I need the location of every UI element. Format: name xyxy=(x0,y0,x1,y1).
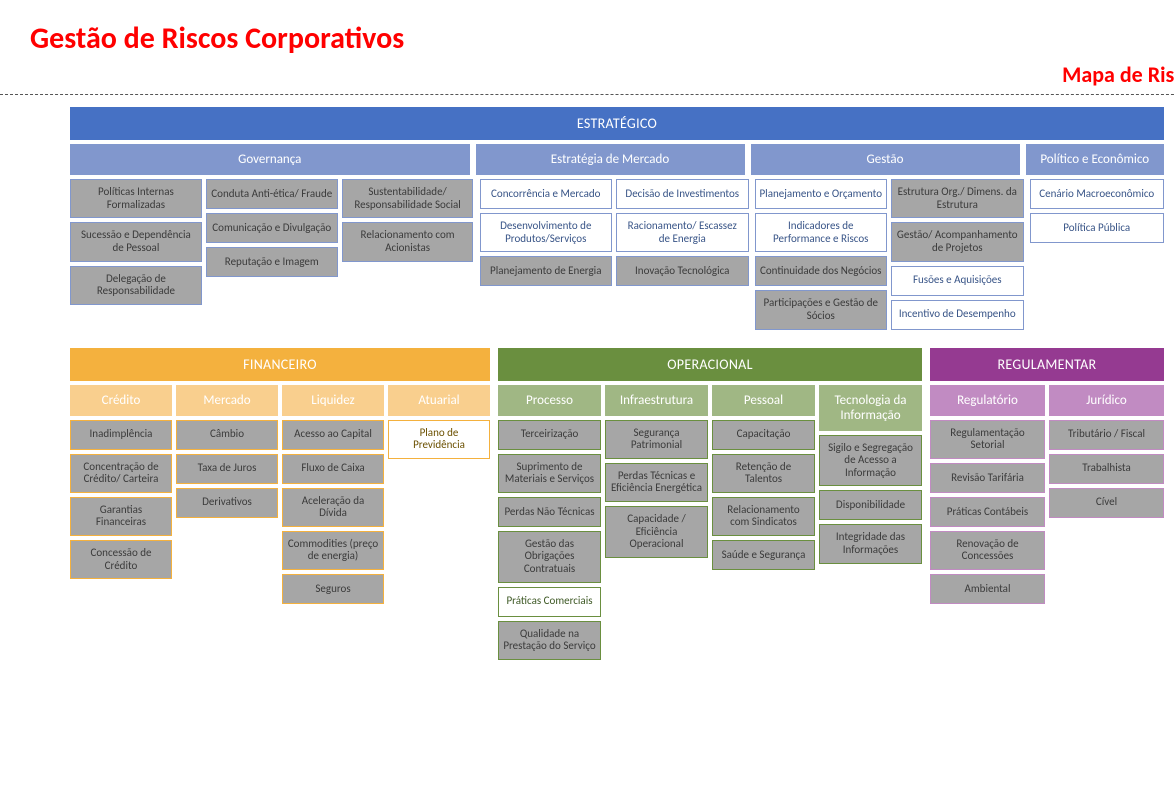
gestao-cell: Continuidade dos Negócios xyxy=(755,256,888,286)
fin-cell: Taxa de Juros xyxy=(176,454,278,484)
sub-mercado: Estratégia de Mercado xyxy=(476,144,745,175)
regulatory-header: REGULAMENTAR xyxy=(930,348,1164,381)
strategic-header: ESTRATÉGICO xyxy=(70,107,1164,140)
gov-cell: Políticas Internas Formalizadas xyxy=(70,179,202,218)
op-cell: Relacionamento com Sindicatos xyxy=(712,497,815,536)
pol-cell: Política Pública xyxy=(1030,213,1165,243)
merc-cell: Racionamento/ Escassez de Energia xyxy=(616,213,749,252)
gestao-cell: Planejamento e Orçamento xyxy=(755,179,888,209)
gestao-cell: Estrutura Org./ Dimens. da Estrutura xyxy=(891,179,1024,218)
gestao-cell: Indicadores de Performance e Riscos xyxy=(755,213,888,252)
sub-regulatorio: Regulatório xyxy=(930,385,1045,416)
gov-cell: Sucessão e Dependência de Pessoal xyxy=(70,222,202,261)
op-cell: Terceirização xyxy=(498,420,601,450)
gov-cell: Conduta Anti-ética/ Fraude xyxy=(206,179,338,209)
op-cell: Gestão das Obrigações Contratuais xyxy=(498,531,601,583)
fin-cell: Commodities (preço de energia) xyxy=(282,531,384,570)
fin-cell: Inadimplência xyxy=(70,420,172,450)
op-cell: Disponibilidade xyxy=(819,490,922,520)
gov-cell: Comunicação e Divulgação xyxy=(206,213,338,243)
fin-cell: Concessão de Crédito xyxy=(70,540,172,579)
merc-cell: Concorrência e Mercado xyxy=(480,179,613,209)
sub-processo: Processo xyxy=(498,385,601,416)
gov-cell: Sustentabilidade/ Responsabilidade Socia… xyxy=(342,179,474,218)
reg-cell: Trabalhista xyxy=(1049,454,1164,484)
sub-ti: Tecnologia da Informação xyxy=(819,385,922,431)
op-cell: Sigilo e Segregação de Acesso a Informaç… xyxy=(819,435,922,487)
fin-cell: Concentração de Crédito/ Carteira xyxy=(70,454,172,493)
fin-cell: Garantias Financeiras xyxy=(70,497,172,536)
op-cell: Retenção de Talentos xyxy=(712,454,815,493)
gov-cell: Reputação e Imagem xyxy=(206,247,338,277)
merc-cell: Planejamento de Energia xyxy=(480,256,613,286)
merc-cell: Decisão de Investimentos xyxy=(616,179,749,209)
reg-cell: Revisão Tarifária xyxy=(930,463,1045,493)
reg-cell: Renovação de Concessões xyxy=(930,531,1045,570)
reg-cell: Regulamentação Setorial xyxy=(930,420,1045,459)
sub-gestao: Gestão xyxy=(751,144,1020,175)
page-subtitle: Mapa de Riscos xyxy=(30,61,1174,88)
sub-mercado-fin: Mercado xyxy=(176,385,278,416)
fin-cell: Câmbio xyxy=(176,420,278,450)
gestao-cell: Gestão/ Acompanhamento de Projetos xyxy=(891,222,1024,261)
sub-pessoal: Pessoal xyxy=(712,385,815,416)
merc-cell: Desenvolvimento de Produtos/Serviços xyxy=(480,213,613,252)
reg-cell: Cível xyxy=(1049,488,1164,518)
op-cell: Saúde e Segurança xyxy=(712,540,815,570)
op-cell: Práticas Comerciais xyxy=(498,587,601,617)
fin-cell: Aceleração da Dívida xyxy=(282,488,384,527)
fin-cell: Plano de Previdência xyxy=(388,420,490,459)
op-cell: Segurança Patrimonial xyxy=(605,420,708,459)
sub-liquidez: Liquidez xyxy=(282,385,384,416)
op-cell: Integridade das Informações xyxy=(819,524,922,563)
fin-cell: Acesso ao Capital xyxy=(282,420,384,450)
op-cell: Perdas Técnicas e Eficiência Energética xyxy=(605,463,708,502)
op-cell: Perdas Não Técnicas xyxy=(498,497,601,527)
fin-cell: Seguros xyxy=(282,574,384,604)
financial-header: FINANCEIRO xyxy=(70,348,490,381)
gestao-cell: Incentivo de Desempenho xyxy=(891,300,1024,330)
reg-cell: Tributário / Fiscal xyxy=(1049,420,1164,450)
op-cell: Capacidade / Eficiência Operacional xyxy=(605,506,708,558)
sub-governanca: Governança xyxy=(70,144,470,175)
gov-cell: Relacionamento com Acionistas xyxy=(342,222,474,261)
operational-header: OPERACIONAL xyxy=(498,348,922,381)
sub-atuarial: Atuarial xyxy=(388,385,490,416)
pol-cell: Cenário Macroeconômico xyxy=(1030,179,1165,209)
sub-politico: Político e Econômico xyxy=(1026,144,1165,175)
sub-juridico: Jurídico xyxy=(1049,385,1164,416)
sub-credito: Crédito xyxy=(70,385,172,416)
op-cell: Capacitação xyxy=(712,420,815,450)
op-cell: Qualidade na Prestação do Serviço xyxy=(498,621,601,660)
fin-cell: Fluxo de Caixa xyxy=(282,454,384,484)
fin-cell: Derivativos xyxy=(176,488,278,518)
op-cell: Suprimento de Materiais e Serviços xyxy=(498,454,601,493)
sub-infra: Infraestrutura xyxy=(605,385,708,416)
gestao-cell: Participações e Gestão de Sócios xyxy=(755,290,888,329)
gestao-cell: Fusões e Aquisições xyxy=(891,266,1024,296)
divider xyxy=(0,94,1174,95)
page-title: Gestão de Riscos Corporativos xyxy=(30,20,1174,57)
reg-cell: Ambiental xyxy=(930,574,1045,604)
gov-cell: Delegação de Responsabilidade xyxy=(70,266,202,305)
merc-cell: Inovação Tecnológica xyxy=(616,256,749,286)
reg-cell: Práticas Contábeis xyxy=(930,497,1045,527)
